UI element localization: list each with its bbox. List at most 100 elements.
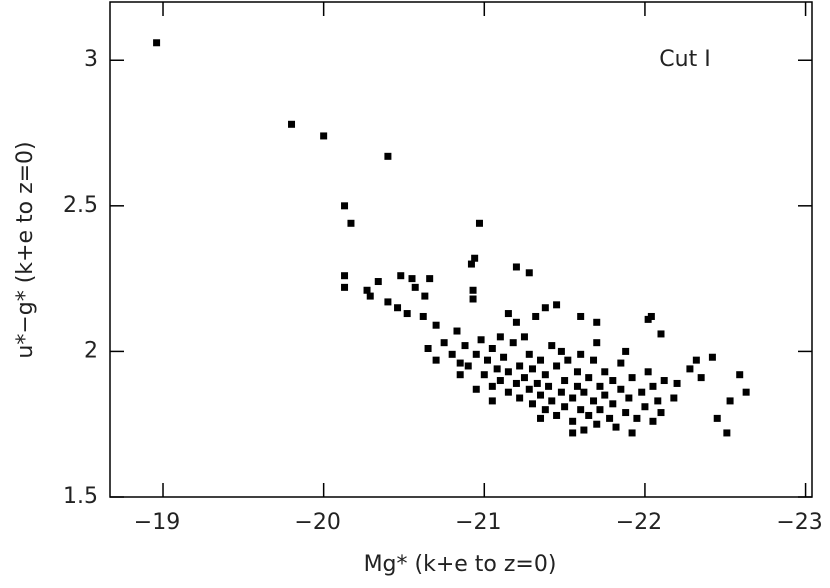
point: [504, 310, 512, 318]
point: [622, 347, 630, 355]
point: [440, 339, 448, 347]
point: [320, 132, 328, 140]
point: [403, 310, 411, 318]
point: [580, 426, 588, 434]
point: [557, 388, 565, 396]
point: [686, 365, 694, 373]
point: [363, 286, 371, 294]
point: [713, 414, 721, 422]
point: [569, 417, 577, 425]
point: [464, 362, 472, 370]
point: [469, 295, 477, 303]
point: [596, 406, 604, 414]
point: [606, 414, 614, 422]
point: [692, 356, 700, 364]
annotation: Cut I: [659, 47, 710, 72]
point: [553, 301, 561, 309]
point: [432, 321, 440, 329]
point: [520, 374, 528, 382]
point: [585, 374, 593, 382]
point: [654, 397, 662, 405]
point: [553, 411, 561, 419]
y-tick-label: 3: [84, 47, 98, 72]
point: [477, 336, 485, 344]
point: [456, 359, 464, 367]
point: [673, 379, 681, 387]
point: [537, 356, 545, 364]
point: [641, 403, 649, 411]
point: [471, 254, 479, 262]
point: [432, 356, 440, 364]
point: [577, 406, 585, 414]
point: [561, 403, 569, 411]
point: [467, 260, 475, 268]
x-tick-label: −22: [616, 510, 662, 535]
point: [520, 333, 528, 341]
y-axis-label: u*−g* (k+e to z=0): [13, 141, 38, 358]
point: [577, 312, 585, 320]
point: [394, 304, 402, 312]
point: [596, 382, 604, 390]
point: [469, 286, 477, 294]
point: [649, 382, 657, 390]
point: [585, 411, 593, 419]
point: [424, 345, 432, 352]
point: [537, 391, 545, 399]
point: [475, 219, 483, 227]
point: [593, 420, 601, 428]
point: [569, 429, 577, 437]
point: [509, 339, 517, 347]
point: [601, 391, 609, 399]
point: [628, 429, 636, 437]
point: [609, 400, 617, 408]
point: [660, 377, 668, 385]
point: [504, 368, 512, 376]
x-tick-label: −21: [455, 510, 501, 535]
point: [484, 356, 492, 364]
point: [461, 342, 469, 350]
point: [657, 409, 665, 417]
point: [628, 374, 636, 382]
point: [569, 394, 577, 402]
point: [736, 371, 744, 379]
point: [553, 362, 561, 370]
point: [590, 397, 598, 405]
point: [697, 374, 705, 382]
point: [516, 394, 524, 402]
point: [525, 269, 533, 277]
point: [726, 397, 734, 405]
point: [525, 385, 533, 393]
x-tick-label: −19: [134, 510, 180, 535]
point: [384, 298, 392, 306]
point: [537, 414, 545, 422]
point: [480, 371, 488, 379]
point: [341, 202, 349, 210]
point: [525, 350, 533, 358]
point: [617, 385, 625, 393]
point: [593, 339, 601, 347]
point: [617, 359, 625, 367]
point: [723, 429, 731, 437]
point: [341, 283, 349, 291]
point: [504, 388, 512, 396]
point: [341, 272, 349, 280]
point: [512, 379, 520, 387]
point: [288, 120, 296, 128]
point: [488, 345, 496, 352]
point: [516, 362, 524, 370]
point: [397, 272, 405, 280]
point: [564, 356, 572, 364]
point: [633, 414, 641, 422]
x-tick-label: −20: [294, 510, 340, 535]
point: [532, 312, 540, 320]
point: [528, 400, 536, 408]
point: [612, 423, 620, 431]
point: [638, 388, 646, 396]
point: [408, 275, 416, 283]
point: [472, 350, 480, 358]
point: [153, 39, 161, 47]
y-tick-label: 2.5: [63, 193, 98, 218]
point: [541, 406, 549, 414]
point: [512, 263, 520, 271]
